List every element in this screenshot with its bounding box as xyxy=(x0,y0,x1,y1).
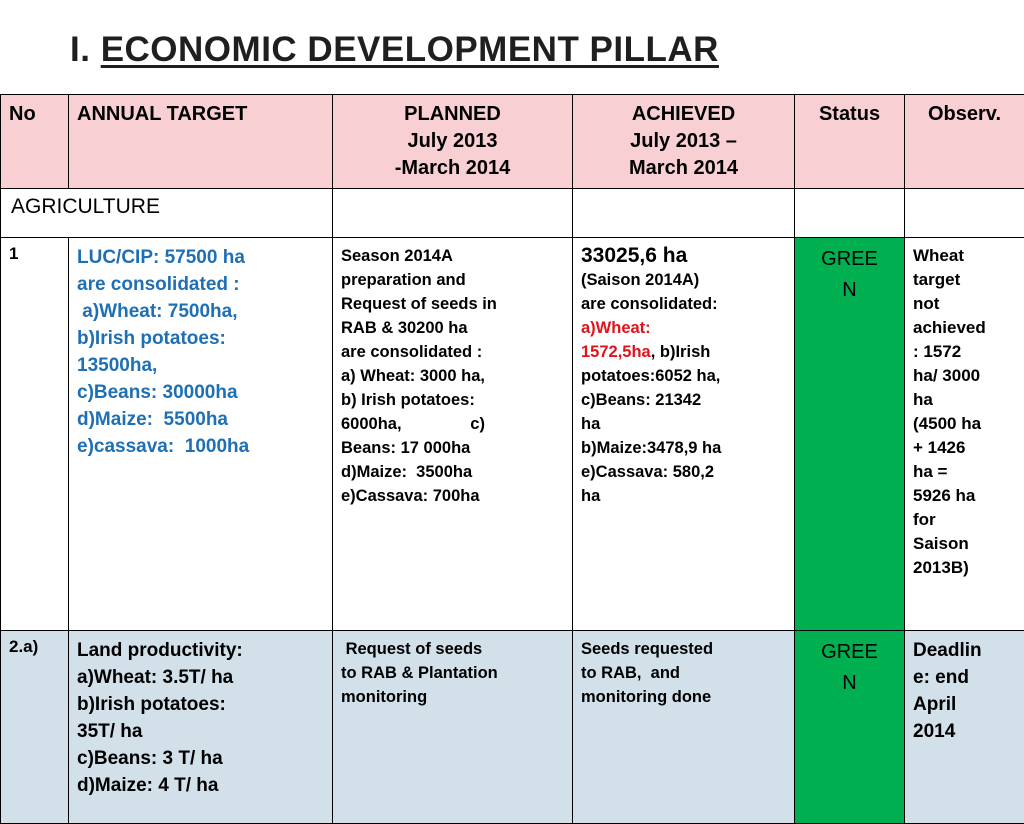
pillar-table: No ANNUAL TARGET PLANNED July 2013 -Marc… xyxy=(0,94,1024,824)
header-no: No xyxy=(1,95,69,189)
header-annual-target: ANNUAL TARGET xyxy=(69,95,333,189)
observation-cell: Wheat target not achieved : 1572 ha/ 300… xyxy=(905,238,1024,631)
title-prefix: I. xyxy=(70,30,101,69)
achieved-cell: 33025,6 ha (Saison 2014A) are consolidat… xyxy=(573,238,795,631)
table-row: 1 LUC/CIP: 57500 ha are consolidated : a… xyxy=(1,238,1024,631)
planned-cell: Request of seeds to RAB & Plantation mon… xyxy=(333,631,573,824)
header-planned: PLANNED July 2013 -March 2014 xyxy=(333,95,573,189)
row-number: 2.a) xyxy=(1,631,69,824)
status-badge: GREE N xyxy=(795,238,905,631)
section-empty-cell xyxy=(573,189,795,238)
section-label: AGRICULTURE xyxy=(1,189,333,238)
annual-target-cell: LUC/CIP: 57500 ha are consolidated : a)W… xyxy=(69,238,333,631)
title-main: ECONOMIC DEVELOPMENT PILLAR xyxy=(101,30,719,69)
header-achieved: ACHIEVED July 2013 – March 2014 xyxy=(573,95,795,189)
table-row: 2.a) Land productivity: a)Wheat: 3.5T/ h… xyxy=(1,631,1024,824)
header-row: No ANNUAL TARGET PLANNED July 2013 -Marc… xyxy=(1,95,1024,189)
header-status: Status xyxy=(795,95,905,189)
section-empty-cell xyxy=(795,189,905,238)
page-title: I. ECONOMIC DEVELOPMENT PILLAR xyxy=(70,30,719,70)
annual-target-cell: Land productivity: a)Wheat: 3.5T/ ha b)I… xyxy=(69,631,333,824)
achieved-cell: Seeds requested to RAB, and monitoring d… xyxy=(573,631,795,824)
observation-cell: Deadlin e: end April 2014 xyxy=(905,631,1024,824)
status-badge: GREE N xyxy=(795,631,905,824)
header-observ: Observ. xyxy=(905,95,1024,189)
row-number: 1 xyxy=(1,238,69,631)
section-row: AGRICULTURE xyxy=(1,189,1024,238)
section-empty-cell xyxy=(333,189,573,238)
section-empty-cell xyxy=(905,189,1024,238)
planned-cell: Season 2014A preparation and Request of … xyxy=(333,238,573,631)
